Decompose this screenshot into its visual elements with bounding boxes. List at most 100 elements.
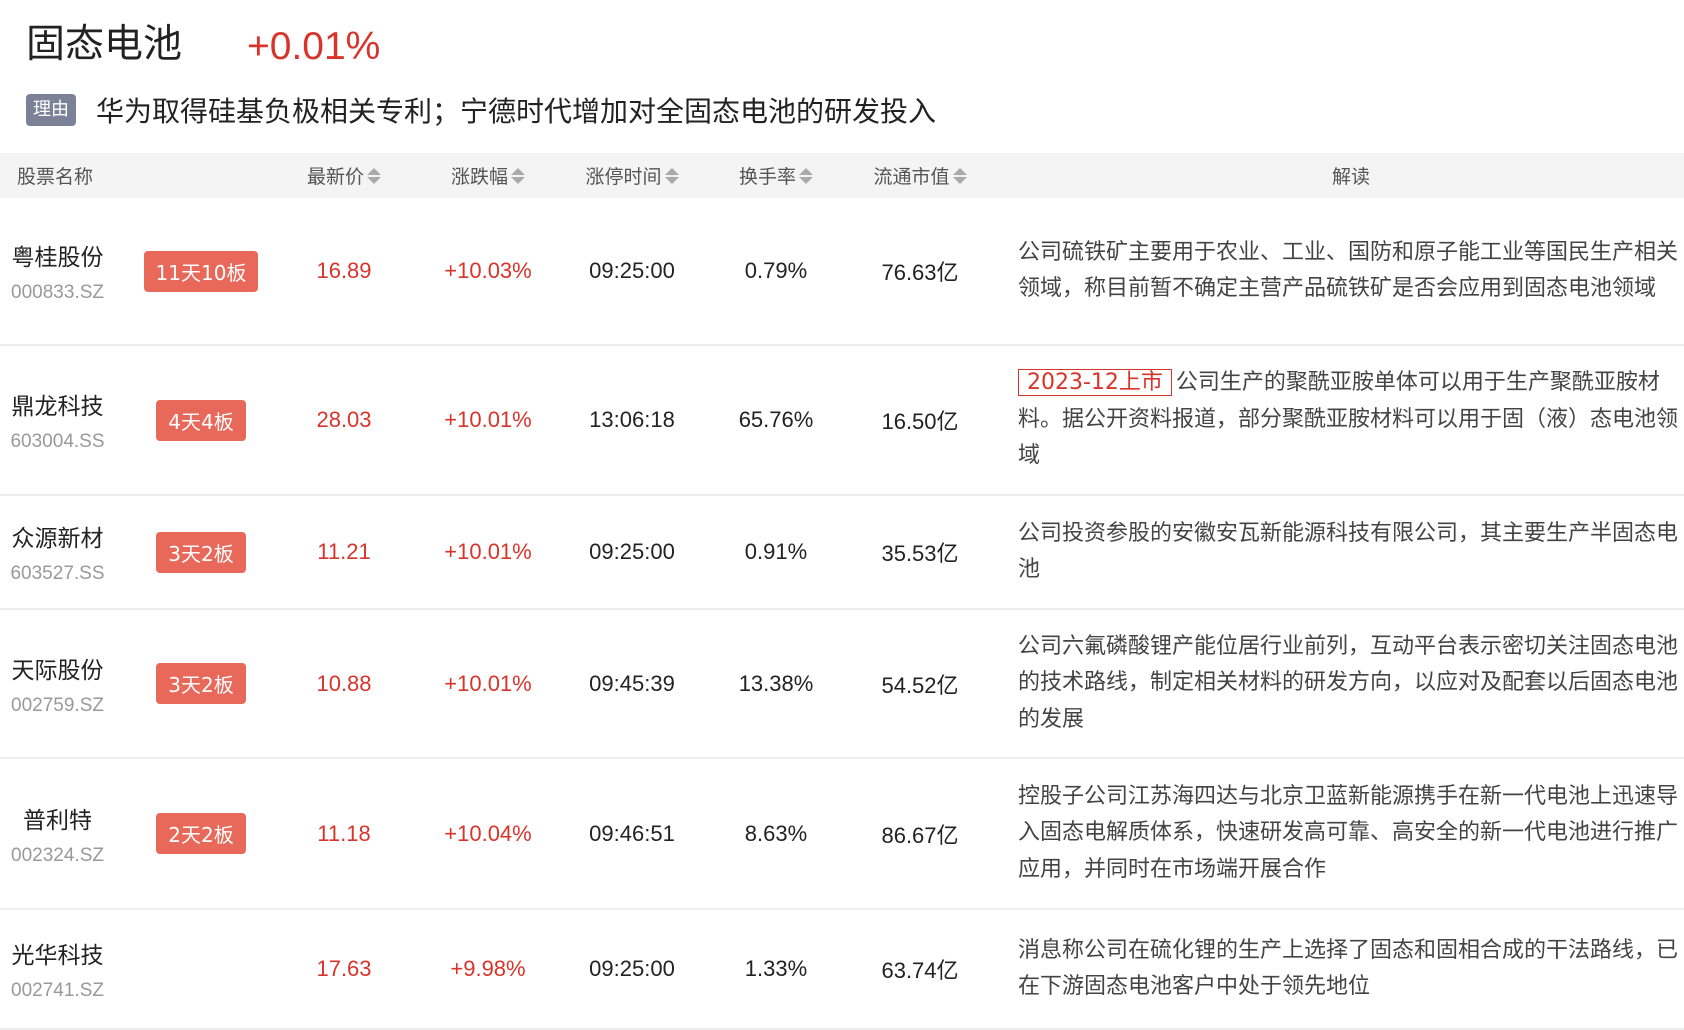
price: 10.88 [316,670,372,696]
reason-text: 华为取得硅基负极相关专利；宁德时代增加对全固态电池的研发投入 [96,95,937,128]
price: 17.63 [316,956,372,981]
stock-code: 002741.SZ [11,980,104,1001]
reason-row: 理由 华为取得硅基负极相关专利；宁德时代增加对全固态电池的研发投入 [26,90,936,130]
interpretation: 公司硫铁矿主要用于农业、工业、国防和原子能工业等国民生产相关领域，称目前暂不确定… [1018,198,1684,344]
col-label: 换手率 [738,166,796,188]
badge-cell: 4天4板 [130,346,272,494]
interpretation: 控股子公司江苏海四达与北京卫蓝新能源携手在新一代电池上迅速导入固态电解质体系，快… [1018,759,1684,908]
table-row[interactable]: 天际股份 002759.SZ 3天2板 10.88 +10.01% 09:45:3… [0,610,1684,759]
badge-cell: 3天2板 [130,610,272,757]
limit-time: 09:25:00 [589,258,675,283]
limit-time: 09:46:51 [589,820,675,846]
interpretation-text: 控股子公司江苏海四达与北京卫蓝新能源携手在新一代电池上迅速导入固态电解质体系，快… [1018,783,1679,882]
market-cap: 35.53亿 [881,541,959,566]
limit-up-badge: 2天2板 [156,813,246,854]
turnover: 0.79% [744,258,808,283]
price: 11.21 [317,539,371,564]
price: 11.18 [317,820,371,846]
interpretation-text: 公司生产的聚酰亚胺单体可以用于生产聚酰亚胺材料。据公开资料报道，部分聚酰亚胺材料… [1018,370,1679,469]
turnover: 65.76% [738,407,814,432]
stock-name[interactable]: 普利特 [23,807,92,834]
stock-code: 000833.SZ [11,282,104,303]
col-change[interactable]: 涨跌幅 [416,153,560,198]
table-row[interactable]: 粤桂股份 000833.SZ 11天10板 16.89 +10.03% 09:25… [0,198,1684,346]
table-row[interactable]: 光华科技 002741.SZ 17.63 +9.98% 09:25:00 1.33… [0,910,1684,1030]
col-label: 涨跌幅 [450,166,508,188]
col-name: 股票名称 [17,153,93,198]
stock-name[interactable]: 众源新材 [11,526,104,552]
limit-time: 13:06:18 [589,407,675,432]
market-cap: 54.52亿 [881,672,959,698]
change: +10.04% [444,820,532,846]
col-label: 股票名称 [17,166,94,188]
market-cap: 86.67亿 [881,822,959,848]
limit-up-badge: 3天2板 [156,663,246,704]
col-turnover[interactable]: 换手率 [704,153,848,198]
col-cap[interactable]: 流通市值 [848,153,992,198]
change: +10.01% [444,670,532,696]
sort-icon[interactable] [367,167,381,184]
sort-icon[interactable] [664,167,679,184]
limit-up-badge: 4天4板 [156,399,246,441]
stock-name[interactable]: 天际股份 [11,657,104,684]
stock-name[interactable]: 鼎龙科技 [11,394,104,420]
limit-up-badge: 11天10板 [143,250,259,292]
stock-code: 002324.SZ [11,844,104,866]
turnover: 13.38% [738,670,814,696]
interpretation-text: 公司投资参股的安徽安瓦新能源科技有限公司，其主要生产半固态电池 [1018,520,1679,583]
stock-name-cell[interactable]: 粤桂股份 000833.SZ [0,198,115,344]
stock-name-cell[interactable]: 天际股份 002759.SZ [0,610,115,757]
stock-name[interactable]: 粤桂股份 [11,245,104,271]
col-label: 最新价 [306,166,364,188]
sector-title: 固态电池 [26,22,183,67]
stock-code: 603004.SS [10,431,105,452]
interpretation-text: 消息称公司在硫化锂的生产上选择了固态和固相合成的干法路线，已在下游固态电池客户中… [1018,937,1679,1000]
col-label: 涨停时间 [585,166,662,188]
table-row[interactable]: 普利特 002324.SZ 2天2板 11.18 +10.04% 09:46:51… [0,759,1684,910]
col-limit-time[interactable]: 涨停时间 [560,153,704,198]
col-label: 流通市值 [873,166,950,188]
market-cap: 16.50亿 [881,409,959,434]
limit-time: 09:25:00 [589,956,675,981]
stock-name-cell[interactable]: 光华科技 002741.SZ [0,910,115,1028]
table-header: 股票名称 最新价 涨跌幅 涨停时间 换手率 流通市值 解读 [0,153,1684,198]
change: +9.98% [450,956,526,981]
col-label: 解读 [1331,166,1370,188]
interpretation-text: 公司硫铁矿主要用于农业、工业、国防和原子能工业等国民生产相关领域，称目前暂不确定… [1018,239,1679,302]
turnover: 0.91% [744,539,808,564]
interpretation-text: 公司六氟磷酸锂产能位居行业前列，互动平台表示密切关注固态电池的技术路线，制定相关… [1018,633,1679,732]
change: +10.01% [444,539,532,564]
stock-name[interactable]: 光华科技 [11,943,104,969]
stock-code: 002759.SZ [11,694,104,716]
reason-tag: 理由 [26,94,76,126]
listing-tag: 2023-12上市 [1018,369,1172,397]
badge-cell: 3天2板 [130,496,272,608]
stock-name-cell[interactable]: 鼎龙科技 603004.SS [0,346,115,494]
change: +10.01% [444,407,532,432]
badge-cell: 11天10板 [130,198,272,344]
badge-cell [130,910,272,1028]
interpretation: 公司投资参股的安徽安瓦新能源科技有限公司，其主要生产半固态电池 [1018,496,1684,608]
col-price[interactable]: 最新价 [272,153,416,198]
stock-name-cell[interactable]: 众源新材 603527.SS [0,496,115,608]
turnover: 1.33% [744,956,808,981]
turnover: 8.63% [744,820,808,846]
limit-up-badge: 3天2板 [156,531,246,573]
table-row[interactable]: 鼎龙科技 603004.SS 4天4板 28.03 +10.01% 13:06:1… [0,346,1684,496]
interpretation: 消息称公司在硫化锂的生产上选择了固态和固相合成的干法路线，已在下游固态电池客户中… [1018,910,1684,1028]
market-cap: 76.63亿 [881,260,959,285]
change: +10.03% [444,258,532,283]
market-cap: 63.74亿 [881,958,959,983]
sort-icon[interactable] [799,167,813,184]
badge-cell: 2天2板 [130,759,272,908]
stock-code: 603527.SS [10,563,105,584]
limit-time: 09:45:39 [589,670,675,696]
table-row[interactable]: 众源新材 603527.SS 3天2板 11.21 +10.01% 09:25:0… [0,496,1684,610]
sort-icon[interactable] [952,167,967,184]
price: 28.03 [316,407,372,432]
stock-name-cell[interactable]: 普利特 002324.SZ [0,759,115,908]
interpretation: 公司六氟磷酸锂产能位居行业前列，互动平台表示密切关注固态电池的技术路线，制定相关… [1018,610,1684,757]
sort-icon[interactable] [511,167,525,184]
limit-time: 09:25:00 [589,539,675,564]
col-interp: 解读 [1018,153,1684,198]
